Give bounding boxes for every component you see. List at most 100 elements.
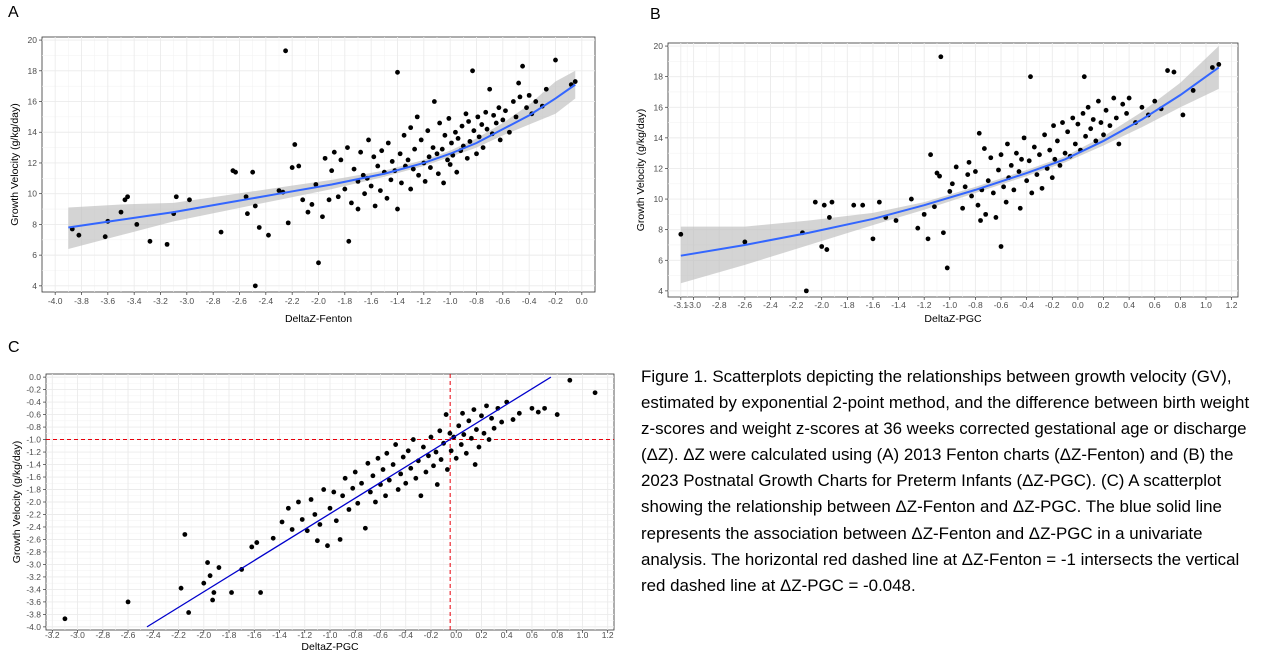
- chart-a-point: [466, 119, 471, 124]
- chart-a-point: [553, 57, 558, 63]
- chart-c-point: [370, 473, 376, 479]
- chart-a-point: [285, 220, 291, 226]
- chart-b-point: [1081, 74, 1087, 80]
- chart-c-point: [359, 480, 364, 486]
- chart-a-point: [384, 195, 390, 201]
- chart-c-point: [308, 497, 314, 502]
- chart-b-point: [870, 236, 876, 242]
- chart-b-point: [969, 193, 974, 199]
- chart-b-point: [893, 218, 899, 223]
- chart-a-x-tick-label: -2.6: [232, 296, 247, 306]
- chart-c-point: [299, 517, 305, 522]
- chart-b-point: [940, 230, 946, 236]
- chart-c-point: [418, 493, 424, 499]
- chart-c-point: [433, 449, 439, 455]
- chart-a-y-tick-label: 16: [28, 97, 38, 107]
- chart-c-x-tick-label: 0.6: [526, 630, 538, 640]
- chart-c-point: [312, 512, 318, 517]
- chart-b-point: [975, 202, 981, 208]
- chart-b-point: [1028, 74, 1033, 80]
- chart-b-x-tick-label: 0.6: [1149, 300, 1161, 310]
- chart-c-point: [289, 527, 295, 532]
- chart-c-point: [207, 573, 213, 579]
- chart-b-x-tick-label: -1.0: [942, 300, 957, 310]
- chart-a-point: [118, 209, 124, 215]
- chart-a-point: [441, 180, 446, 186]
- chart-b-point: [826, 215, 832, 220]
- chart-a-point: [300, 197, 306, 203]
- chart-c-point: [355, 500, 361, 506]
- chart-c-point: [258, 590, 263, 595]
- chart-b-point: [1101, 132, 1106, 138]
- chart-a-x-tick-label: -2.4: [259, 296, 274, 306]
- chart-a-point: [503, 108, 508, 114]
- chart-a-point: [408, 125, 414, 131]
- chart-a-y-tick-label: 18: [28, 66, 38, 76]
- chart-b-y-tick-label: 18: [654, 72, 664, 82]
- chart-a-point: [349, 200, 354, 206]
- chart-a-confidence-band: [68, 70, 576, 249]
- chart-c-point: [405, 448, 411, 454]
- chart-a-point: [320, 214, 325, 220]
- chart-a-point: [377, 188, 383, 194]
- chart-c-point: [460, 410, 465, 416]
- chart-a-point: [76, 232, 82, 238]
- chart-a-y-tick-label: 10: [28, 189, 38, 199]
- scatter-chart-b: -3.1-3.0 -2.8 -2.6 -2.4 -2.2 -2.0 -1.8 -1.6 -1.4…: [635, 41, 1239, 325]
- chart-a-point: [435, 171, 441, 177]
- chart-c-point: [400, 454, 406, 460]
- chart-b-point: [937, 173, 942, 179]
- chart-c-point: [434, 482, 440, 487]
- chart-a-point: [250, 169, 256, 175]
- chart-a-y-tick-label: 20: [28, 35, 38, 45]
- chart-a-point: [430, 145, 436, 151]
- chart-c-point: [426, 453, 431, 459]
- chart-b-point: [742, 239, 748, 245]
- chart-a-point: [218, 229, 224, 235]
- chart-b-y-tick-label: 6: [658, 255, 663, 265]
- chart-c-x-tick-label: -3.2: [45, 630, 60, 640]
- chart-a-y-tick-label: 14: [28, 127, 38, 137]
- chart-b-point: [998, 244, 1004, 249]
- chart-a-point: [362, 191, 367, 197]
- chart-a-point: [147, 238, 153, 244]
- chart-c-point: [350, 485, 356, 491]
- chart-b-point: [1016, 169, 1022, 174]
- chart-c-point: [337, 537, 343, 542]
- chart-a-point: [256, 225, 262, 230]
- chart-a-point: [416, 172, 421, 178]
- chart-a-point: [399, 180, 404, 186]
- chart-a-point: [484, 126, 490, 132]
- chart-a-point: [355, 206, 361, 212]
- chart-c-point: [340, 493, 346, 499]
- chart-b-x-tick-label: -1.8: [840, 300, 855, 310]
- chart-b-point: [908, 196, 914, 202]
- chart-a-y-tick-label: 12: [28, 158, 38, 168]
- chart-a-point: [434, 151, 440, 157]
- chart-b-point: [993, 215, 999, 220]
- chart-a-point: [245, 211, 250, 217]
- chart-a-point: [470, 68, 475, 74]
- chart-c-point: [471, 407, 477, 412]
- chart-a-point: [437, 120, 443, 126]
- chart-c-point: [205, 560, 210, 565]
- chart-a-point: [426, 154, 432, 160]
- chart-a-point: [375, 163, 381, 169]
- chart-b-x-tick-label: -3.1: [673, 300, 688, 310]
- chart-c-y-tick-label: -2.4: [26, 522, 41, 532]
- chart-c-point: [375, 455, 381, 461]
- chart-b-point: [976, 130, 982, 136]
- chart-c-point: [373, 499, 378, 505]
- chart-a-y-tick-label: 6: [32, 250, 37, 260]
- chart-b-point: [812, 199, 818, 205]
- chart-a-point: [283, 48, 288, 54]
- chart-c-point: [529, 405, 535, 411]
- chart-b-y-tick-label: 12: [654, 163, 664, 173]
- chart-a-point: [474, 151, 479, 157]
- chart-b-x-tick-label: -1.2: [917, 300, 932, 310]
- chart-a-point: [510, 99, 516, 104]
- chart-b-point: [1070, 115, 1076, 121]
- chart-b-x-tick-label: -0.6: [994, 300, 1009, 310]
- chart-b-x-tick-label: 1.0: [1200, 300, 1212, 310]
- chart-b-point: [851, 202, 857, 208]
